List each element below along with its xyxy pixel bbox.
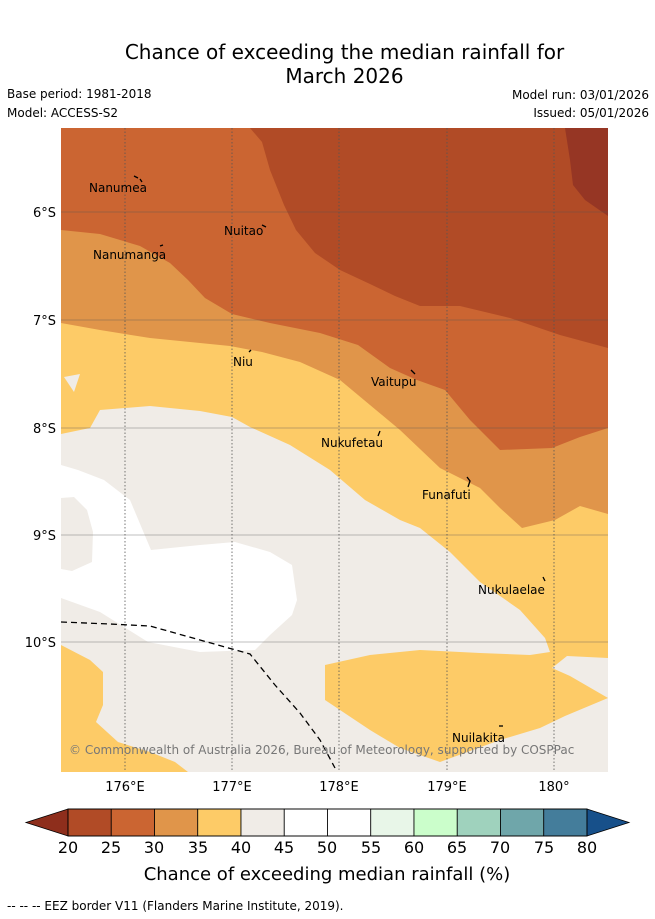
title-line-2: March 2026 bbox=[285, 64, 404, 88]
lat-tick-10s: 10°S bbox=[25, 636, 56, 651]
colorbar-tick-20: 20 bbox=[58, 838, 78, 857]
island-niu bbox=[248, 349, 252, 353]
base-period: Base period: 1981-2018 bbox=[7, 87, 152, 101]
lon-tick-180: 180° bbox=[538, 780, 569, 795]
colorbar-cell-30-35 bbox=[154, 808, 199, 837]
place-nanumea: Nanumea bbox=[89, 181, 147, 195]
colorbar-tick-45: 45 bbox=[274, 838, 294, 857]
place-nukufetau: Nukufetau bbox=[321, 436, 383, 450]
eez-legend-note: -- -- -- EEZ border V11 (Flanders Marine… bbox=[7, 899, 344, 913]
graticule bbox=[124, 128, 555, 772]
island-nuitao bbox=[261, 224, 267, 228]
lat-tick-8s: 8°S bbox=[33, 422, 56, 437]
colorbar-cell-35-40 bbox=[197, 808, 242, 837]
colorbar-cell-45-50 bbox=[283, 808, 328, 837]
lat-tick-9s: 9°S bbox=[33, 529, 56, 544]
colorbar-cell-75-80 bbox=[543, 808, 588, 837]
band-20-25 bbox=[250, 128, 608, 348]
issued-date: Issued: 05/01/2026 bbox=[533, 106, 649, 120]
island-nanumea bbox=[133, 175, 143, 183]
band-40-45 bbox=[61, 406, 608, 772]
colorbar-cell-50-55 bbox=[327, 808, 372, 837]
colorbar-over-arrow bbox=[586, 808, 631, 837]
eez-border bbox=[60, 621, 336, 769]
colorbar-cell-60-65 bbox=[413, 808, 458, 837]
lat-tick-7s: 7°S bbox=[33, 314, 56, 329]
island-nukufetau bbox=[377, 430, 381, 437]
island-vaitupu bbox=[410, 369, 416, 375]
band-40-45-southeast bbox=[552, 656, 608, 698]
colorbar-cell-20-25 bbox=[67, 808, 112, 837]
model-name: Model: ACCESS-S2 bbox=[7, 106, 119, 120]
colorbar-tick-35: 35 bbox=[188, 838, 208, 857]
colorbar-cell-65-70 bbox=[456, 808, 501, 837]
band-under-20 bbox=[565, 128, 608, 216]
band-45-55 bbox=[61, 465, 297, 652]
model-run: Model run: 03/01/2026 bbox=[511, 88, 649, 102]
colorbar-tick-70: 70 bbox=[490, 838, 510, 857]
place-funafuti: Funafuti bbox=[422, 488, 471, 502]
colorbar-cell-40-45 bbox=[240, 808, 285, 837]
colorbar-tick-80: 80 bbox=[577, 838, 597, 857]
copyright-notice: © Commonwealth of Australia 2026, Bureau… bbox=[69, 743, 574, 757]
colorbar-cell-70-75 bbox=[500, 808, 545, 837]
map-title: Chance of exceeding the median rainfall … bbox=[0, 40, 655, 88]
island-nanumanga bbox=[159, 244, 164, 247]
colorbar-tick-40: 40 bbox=[231, 838, 251, 857]
band-40-45-pocket bbox=[61, 497, 93, 571]
place-nuilakita: Nuilakita bbox=[452, 731, 505, 745]
place-nukulaelae: Nukulaelae bbox=[478, 583, 545, 597]
place-niu: Niu bbox=[233, 355, 253, 369]
islands bbox=[133, 175, 546, 727]
island-nukulaelae bbox=[542, 576, 546, 582]
latitude-lines bbox=[61, 211, 608, 643]
colorbar-tick-25: 25 bbox=[101, 838, 121, 857]
small-patch bbox=[64, 374, 80, 392]
colorbar-tick-75: 75 bbox=[534, 838, 554, 857]
place-vaitupu: Vaitupu bbox=[371, 375, 417, 389]
colorbar: 20 25 30 35 40 45 50 55 60 65 70 75 80 C… bbox=[24, 808, 631, 885]
place-nanumanga: Nanumanga bbox=[93, 248, 166, 262]
probability-contours bbox=[61, 128, 608, 772]
colorbar-tick-30: 30 bbox=[144, 838, 164, 857]
colorbar-cell-55-60 bbox=[370, 808, 415, 837]
band-35-40-southwest bbox=[61, 645, 188, 772]
lon-tick-176: 176°E bbox=[105, 780, 145, 795]
colorbar-frame bbox=[67, 808, 588, 837]
colorbar-label: Chance of exceeding median rainfall (%) bbox=[144, 864, 511, 885]
lat-tick-6s: 6°S bbox=[33, 206, 56, 221]
lon-tick-177: 177°E bbox=[212, 780, 252, 795]
title-line-1: Chance of exceeding the median rainfall … bbox=[124, 40, 565, 64]
colorbar-under-arrow bbox=[24, 808, 69, 837]
colorbar-tick-65: 65 bbox=[447, 838, 467, 857]
colorbar-tick-60: 60 bbox=[404, 838, 424, 857]
colorbar-tick-50: 50 bbox=[317, 838, 337, 857]
colorbar-tick-55: 55 bbox=[361, 838, 381, 857]
lon-tick-179: 179°E bbox=[427, 780, 467, 795]
colorbar-cell-25-30 bbox=[110, 808, 155, 837]
lon-tick-178: 178°E bbox=[319, 780, 359, 795]
island-funafuti bbox=[466, 476, 471, 488]
place-nuitao: Nuitao bbox=[224, 224, 263, 238]
